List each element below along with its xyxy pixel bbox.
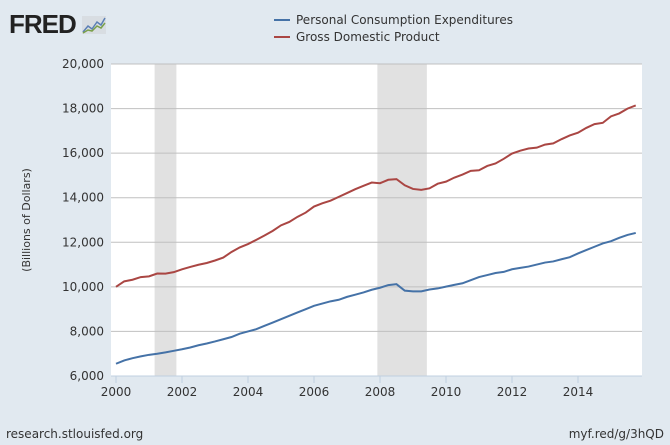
recession-shade xyxy=(377,64,427,376)
y-tick-label: 14,000 xyxy=(62,191,104,205)
fred-logo[interactable]: FRED xyxy=(9,9,107,40)
recession-shade xyxy=(154,64,177,376)
series-line-gdp xyxy=(115,104,637,288)
y-tick-label: 6,000 xyxy=(70,369,104,383)
y-axis-label: (Billions of Dollars) xyxy=(20,168,33,272)
x-tick-label: 2004 xyxy=(233,385,264,399)
legend: Personal Consumption Expenditures Gross D… xyxy=(274,13,513,44)
y-tick-label: 20,000 xyxy=(62,57,104,71)
logo-chart-icon xyxy=(82,16,107,34)
y-tick-label: 16,000 xyxy=(62,146,104,160)
series-line-pce xyxy=(115,231,636,365)
x-tick-label: 2000 xyxy=(101,385,132,399)
plot-area xyxy=(111,64,642,376)
x-tick-label: 2008 xyxy=(365,385,396,399)
y-tick-label: 18,000 xyxy=(62,102,104,116)
x-tick-label: 2010 xyxy=(431,385,462,399)
x-tick-label: 2014 xyxy=(563,385,594,399)
legend-label: Gross Domestic Product xyxy=(296,30,440,44)
short-link[interactable]: myf.red/g/3hQD xyxy=(568,427,664,441)
legend-label: Personal Consumption Expenditures xyxy=(296,13,513,27)
logo-text: FRED xyxy=(9,9,77,39)
y-tick-label: 10,000 xyxy=(62,280,104,294)
y-tick-label: 12,000 xyxy=(62,235,104,249)
x-tick-label: 2012 xyxy=(497,385,528,399)
x-tick-label: 2002 xyxy=(167,385,198,399)
x-tick-label: 2006 xyxy=(299,385,330,399)
source-link[interactable]: research.stlouisfed.org xyxy=(6,427,144,441)
y-tick-label: 8,000 xyxy=(70,324,104,338)
